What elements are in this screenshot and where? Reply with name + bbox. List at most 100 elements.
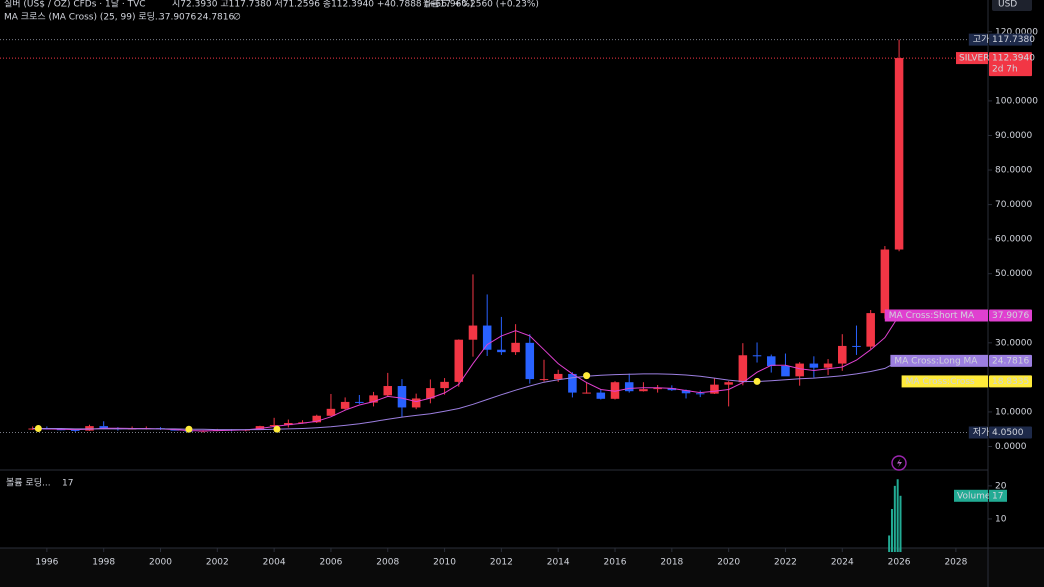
candle-body [355, 401, 364, 403]
cross-marker [753, 377, 761, 385]
candle-body [838, 345, 847, 364]
volume-bar [893, 485, 896, 552]
volume-tag-bg [989, 489, 1007, 502]
ma-tag-label: MA Cross:Short MA [889, 311, 975, 321]
volume-bar [899, 495, 902, 552]
volume-bar [890, 509, 893, 552]
last-price-bg [989, 52, 1032, 77]
candle-body [781, 365, 790, 377]
x-tick-label: 2000 [149, 558, 172, 568]
candle-body [894, 58, 904, 250]
candle-body [539, 379, 549, 381]
header-ohlc: 시72.3930 고117.7380 저71.2596 종112.3940 +4… [172, 0, 473, 10]
candle-body [482, 325, 492, 350]
volume-legend-label: 볼륨 로딩... [6, 478, 51, 489]
x-tick-label: 2022 [774, 558, 797, 568]
y-tick-label: 80.0000 [995, 166, 1032, 176]
y-tick-label: 100.0000 [995, 96, 1038, 106]
volume-bar [896, 479, 899, 552]
candle-body [525, 342, 535, 380]
candle-body [568, 373, 577, 393]
candle-body [724, 382, 733, 385]
event-icon[interactable] [891, 455, 907, 471]
currency[interactable]: USD [998, 0, 1017, 10]
ma-tag-label-bg [884, 309, 988, 322]
ma-tag-value-bg [989, 309, 1032, 322]
candle-body [85, 426, 94, 431]
y-tick-label: 70.0000 [995, 200, 1032, 210]
candle-body [852, 345, 861, 347]
indicator-long: 24.7816 [197, 13, 234, 23]
candle-body [681, 390, 691, 394]
header-volume: 볼륨17 +0.2560 (+0.23%) [423, 0, 539, 10]
last-price-value: 112.3940 [992, 54, 1035, 64]
x-tick-label: 2012 [490, 558, 513, 568]
y-tick-label: 10.0000 [995, 407, 1032, 417]
candle-body [440, 381, 449, 389]
x-tick-label: 2026 [888, 558, 911, 568]
cross-marker [583, 372, 591, 380]
last-price-label-bg [956, 52, 988, 65]
candle-body [823, 363, 833, 368]
candle-body [710, 384, 719, 394]
x-tick-label: 2006 [319, 558, 342, 568]
x-tick-label: 2028 [944, 558, 967, 568]
candle-body [56, 429, 66, 431]
ma-tag-label: MA Cross:Long MA [894, 356, 978, 366]
cross-marker [273, 425, 281, 433]
ma-tag-label-bg [890, 354, 988, 367]
currency-button[interactable] [992, 0, 1032, 11]
volume-tick-label: 10 [995, 514, 1007, 524]
price-tag-label: 저가 [973, 427, 990, 438]
candle-body [752, 355, 762, 357]
countdown: 2d 7h [992, 65, 1018, 75]
candle-body [426, 388, 435, 399]
candle-body [454, 339, 464, 382]
candle-body [468, 325, 478, 340]
candle-body [369, 395, 378, 403]
candle-body [880, 249, 890, 314]
x-tick-label: 2020 [717, 558, 740, 568]
candle-body [269, 425, 279, 427]
indicator-symbol: ∅ [233, 13, 241, 23]
x-tick-label: 2010 [433, 558, 456, 568]
volume-tag-label-bg [954, 489, 988, 502]
candle-body [610, 382, 620, 399]
candle-body [340, 401, 350, 409]
candle-body [511, 342, 520, 353]
volume-tag-label: Volume [957, 491, 991, 501]
candle-body [326, 408, 336, 416]
ma-tag-value: 24.7816 [992, 356, 1029, 366]
cross-marker [185, 425, 193, 433]
candle-body [497, 349, 506, 353]
ma-tag-value-bg [989, 354, 1032, 367]
candle-body [383, 386, 393, 396]
candle-body [99, 426, 108, 429]
cross-tag-label: MA Cross:Cross [906, 377, 975, 387]
ma-line [32, 315, 900, 432]
candle-body [639, 389, 648, 392]
candle-body [553, 373, 563, 380]
x-tick-label: 2018 [660, 558, 683, 568]
candle-body [667, 388, 677, 391]
price-tag-value-bg [989, 426, 1032, 439]
x-tick-label: 2004 [263, 558, 286, 568]
candle-body [738, 355, 748, 383]
event-bolt [897, 458, 902, 468]
price-tag-label-bg [968, 33, 988, 46]
candle-body [695, 393, 705, 395]
candle-body [866, 313, 875, 347]
candle-body [795, 363, 804, 377]
candle-body [766, 356, 776, 366]
cross-tag-value-bg [989, 375, 1032, 388]
time-axis-bg [0, 548, 1044, 587]
y-tick-label: 0.0000 [995, 442, 1027, 452]
indicator-name: MA 크로스 (MA Cross) (25, 99) 로딩... [4, 12, 163, 23]
price-tag-value-bg [989, 33, 1032, 46]
x-tick-label: 2016 [604, 558, 627, 568]
volume-bar [888, 535, 891, 552]
candle-body [624, 382, 634, 392]
candle-body [411, 398, 421, 408]
x-tick-label: 2008 [376, 558, 399, 568]
